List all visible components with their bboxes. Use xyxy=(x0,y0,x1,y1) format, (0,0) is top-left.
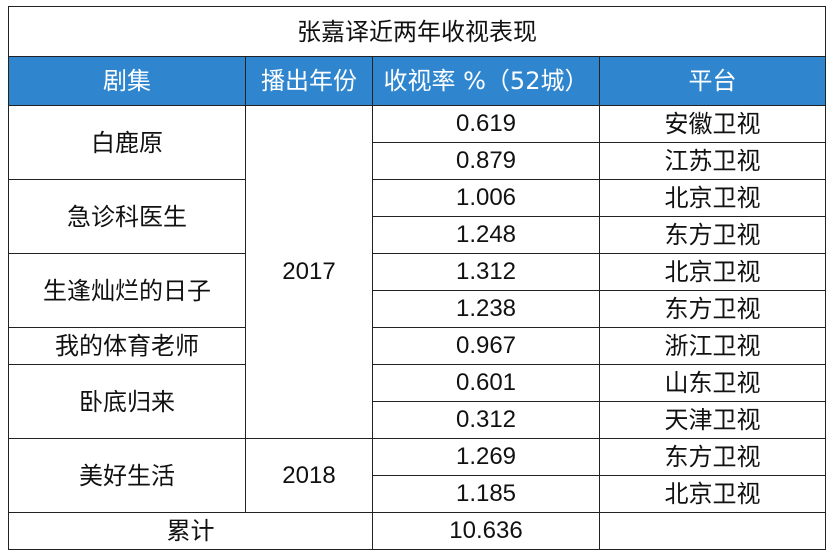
rating-cell: 1.312 xyxy=(372,253,600,291)
table-row: 美好生活 2018 1.269 东方卫视 xyxy=(8,438,826,513)
rating-cell: 1.006 xyxy=(372,179,600,217)
platform-cell: 东方卫视 xyxy=(599,216,826,254)
total-value: 10.636 xyxy=(372,512,600,550)
platform-cell: 山东卫视 xyxy=(599,364,826,402)
platform-cell: 东方卫视 xyxy=(599,438,826,476)
platform-cell: 北京卫视 xyxy=(599,253,826,291)
drama-cell: 白鹿原 xyxy=(8,105,246,180)
table-row: 我的体育老师 0.967 浙江卫视 xyxy=(8,327,826,365)
drama-cell: 卧底归来 xyxy=(8,364,246,439)
total-platform-empty xyxy=(599,512,826,550)
drama-cell: 生逢灿烂的日子 xyxy=(8,253,246,328)
drama-cell: 我的体育老师 xyxy=(8,327,246,365)
platform-cell: 安徽卫视 xyxy=(599,105,826,143)
rating-cell: 0.879 xyxy=(372,142,600,180)
rating-cell: 0.619 xyxy=(372,105,600,143)
table-row: 生逢灿烂的日子 1.312 北京卫视 xyxy=(8,253,826,328)
platform-cell: 浙江卫视 xyxy=(599,327,826,365)
ratings-table: 张嘉译近两年收视表现 剧集 播出年份 收视率 %（52城） 平台 白鹿原 201… xyxy=(8,6,826,550)
rating-cell: 1.185 xyxy=(372,475,600,513)
year-cell: 2018 xyxy=(245,438,373,513)
rating-cell: 0.312 xyxy=(372,401,600,439)
platform-cell: 江苏卫视 xyxy=(599,142,826,180)
table-row: 0.879 江苏卫视 xyxy=(9,142,826,180)
header-drama: 剧集 xyxy=(8,56,246,106)
platform-cell: 天津卫视 xyxy=(599,401,826,439)
rating-cell: 0.601 xyxy=(372,364,600,402)
platform-cell: 北京卫视 xyxy=(599,179,826,217)
table-title: 张嘉译近两年收视表现 xyxy=(8,6,826,57)
header-row: 剧集 播出年份 收视率 %（52城） 平台 xyxy=(8,56,826,106)
platform-cell: 北京卫视 xyxy=(599,475,826,513)
table-row: 1.185 北京卫视 xyxy=(9,475,826,513)
rating-cell: 1.238 xyxy=(372,290,600,328)
drama-cell: 急诊科医生 xyxy=(8,179,246,254)
rating-cell: 0.967 xyxy=(372,327,600,365)
total-label: 累计 xyxy=(8,512,373,550)
platform-cell: 东方卫视 xyxy=(599,290,826,328)
table-row: 卧底归来 0.601 山东卫视 xyxy=(8,364,826,439)
rating-cell: 1.269 xyxy=(372,438,600,476)
header-rating: 收视率 %（52城） xyxy=(372,56,600,106)
header-year: 播出年份 xyxy=(245,56,373,106)
header-platform: 平台 xyxy=(599,56,826,106)
total-row: 累计 10.636 xyxy=(8,512,826,550)
drama-cell: 美好生活 xyxy=(8,438,246,513)
table-row: 急诊科医生 1.006 北京卫视 xyxy=(8,179,826,254)
year-cell: 2017 xyxy=(245,105,373,439)
rating-cell: 1.248 xyxy=(372,216,600,254)
title-row: 张嘉译近两年收视表现 xyxy=(8,6,826,57)
table-row: 白鹿原 2017 0.619 安徽卫视 xyxy=(8,105,826,439)
